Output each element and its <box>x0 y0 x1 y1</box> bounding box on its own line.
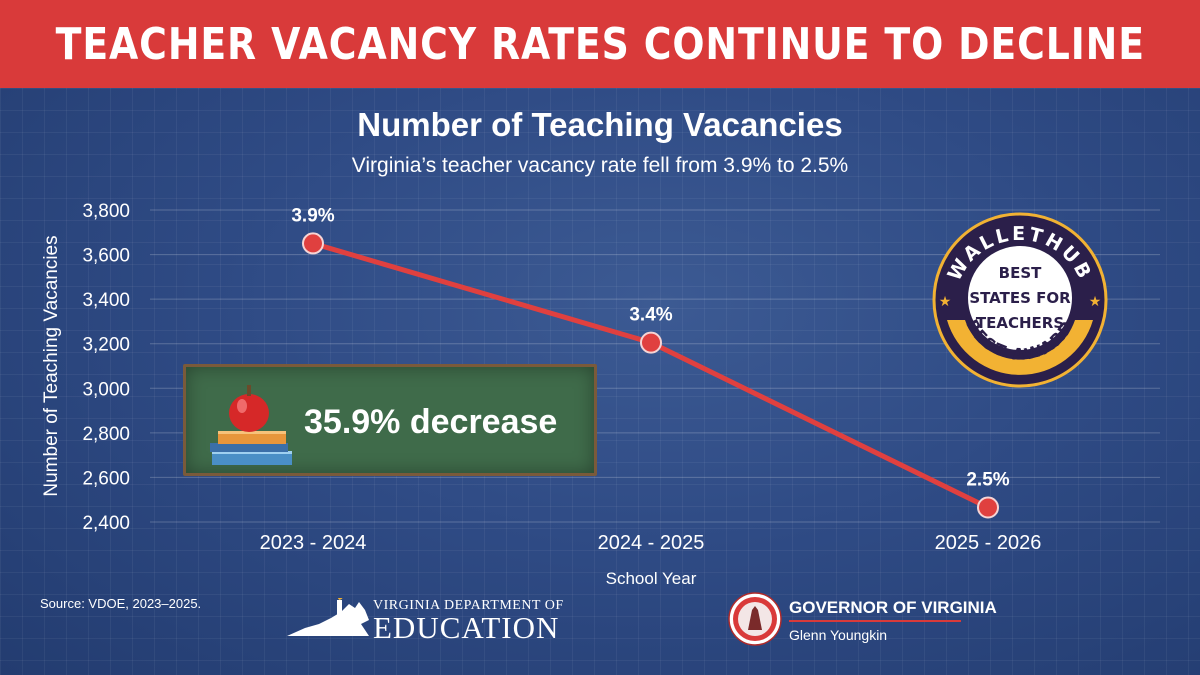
chart-title: Number of Teaching Vacancies <box>357 106 843 143</box>
y-tick-label: 3,000 <box>82 379 130 400</box>
badge-line-2: STATES FOR <box>969 289 1071 307</box>
x-axis-categories: 2023 - 2024 2024 - 2025 2025 - 2026 <box>260 532 1042 554</box>
series-layer: 3.9% 3.4% 2.5% <box>291 205 1010 519</box>
vdoe-name-bottom: EDUCATION <box>373 610 560 645</box>
wallethub-award-badge: WALLETHUB BEST AWARD BEST STATES FOR TEA… <box>932 212 1108 388</box>
data-point <box>302 232 324 255</box>
header-banner: TEACHER VACANCY RATES CONTINUE TO DECLIN… <box>0 0 1200 88</box>
decrease-text: 35.9% decrease <box>304 403 558 441</box>
decrease-callout: 35.9% decrease <box>183 364 597 476</box>
vdoe-logo: VIRGINIA DEPARTMENT OF EDUCATION <box>285 596 565 645</box>
x-category-label: 2023 - 2024 <box>260 532 367 554</box>
y-tick-label: 2,800 <box>82 424 130 445</box>
y-tick-label: 2,600 <box>82 468 130 489</box>
y-tick-label: 3,600 <box>82 246 130 267</box>
star-icon: ★ <box>1089 293 1102 309</box>
data-label: 3.4% <box>629 305 672 326</box>
y-tick-label: 3,400 <box>82 290 130 311</box>
apple-on-books-icon <box>210 385 292 465</box>
badge-line-3: TEACHERS <box>976 314 1064 332</box>
star-icon: ★ <box>939 293 952 309</box>
virginia-state-outline-icon <box>287 598 369 636</box>
badge-line-1: BEST <box>999 264 1042 282</box>
banner-title: TEACHER VACANCY RATES CONTINUE TO DECLIN… <box>55 18 1145 70</box>
governor-name: Glenn Youngkin <box>789 627 888 643</box>
x-axis-label: School Year <box>606 569 697 588</box>
x-category-label: 2025 - 2026 <box>935 532 1042 554</box>
chart-subtitle: Virginia’s teacher vacancy rate fell fro… <box>351 154 849 177</box>
data-point <box>640 331 662 354</box>
y-axis-label: Number of Teaching Vacancies <box>41 235 62 496</box>
x-category-label: 2024 - 2025 <box>598 532 705 554</box>
data-label: 2.5% <box>966 470 1009 491</box>
virginia-seal-icon <box>728 592 782 646</box>
vdoe-name-top: VIRGINIA DEPARTMENT OF <box>373 598 564 613</box>
governor-divider <box>789 620 961 622</box>
source-note: Source: VDOE, 2023–2025. <box>40 596 202 611</box>
data-label: 3.9% <box>291 205 334 226</box>
y-tick-label: 2,400 <box>82 513 130 534</box>
data-point <box>977 496 999 519</box>
governor-logo: GOVERNOR OF VIRGINIA Glenn Youngkin <box>728 592 997 648</box>
y-tick-label: 3,200 <box>82 335 130 356</box>
y-tick-label: 3,800 <box>82 201 130 222</box>
governor-title: GOVERNOR OF VIRGINIA <box>789 598 997 617</box>
y-axis-ticks: 2,400 2,600 2,800 3,000 3,200 3,400 3,600 3,800 <box>82 201 130 534</box>
